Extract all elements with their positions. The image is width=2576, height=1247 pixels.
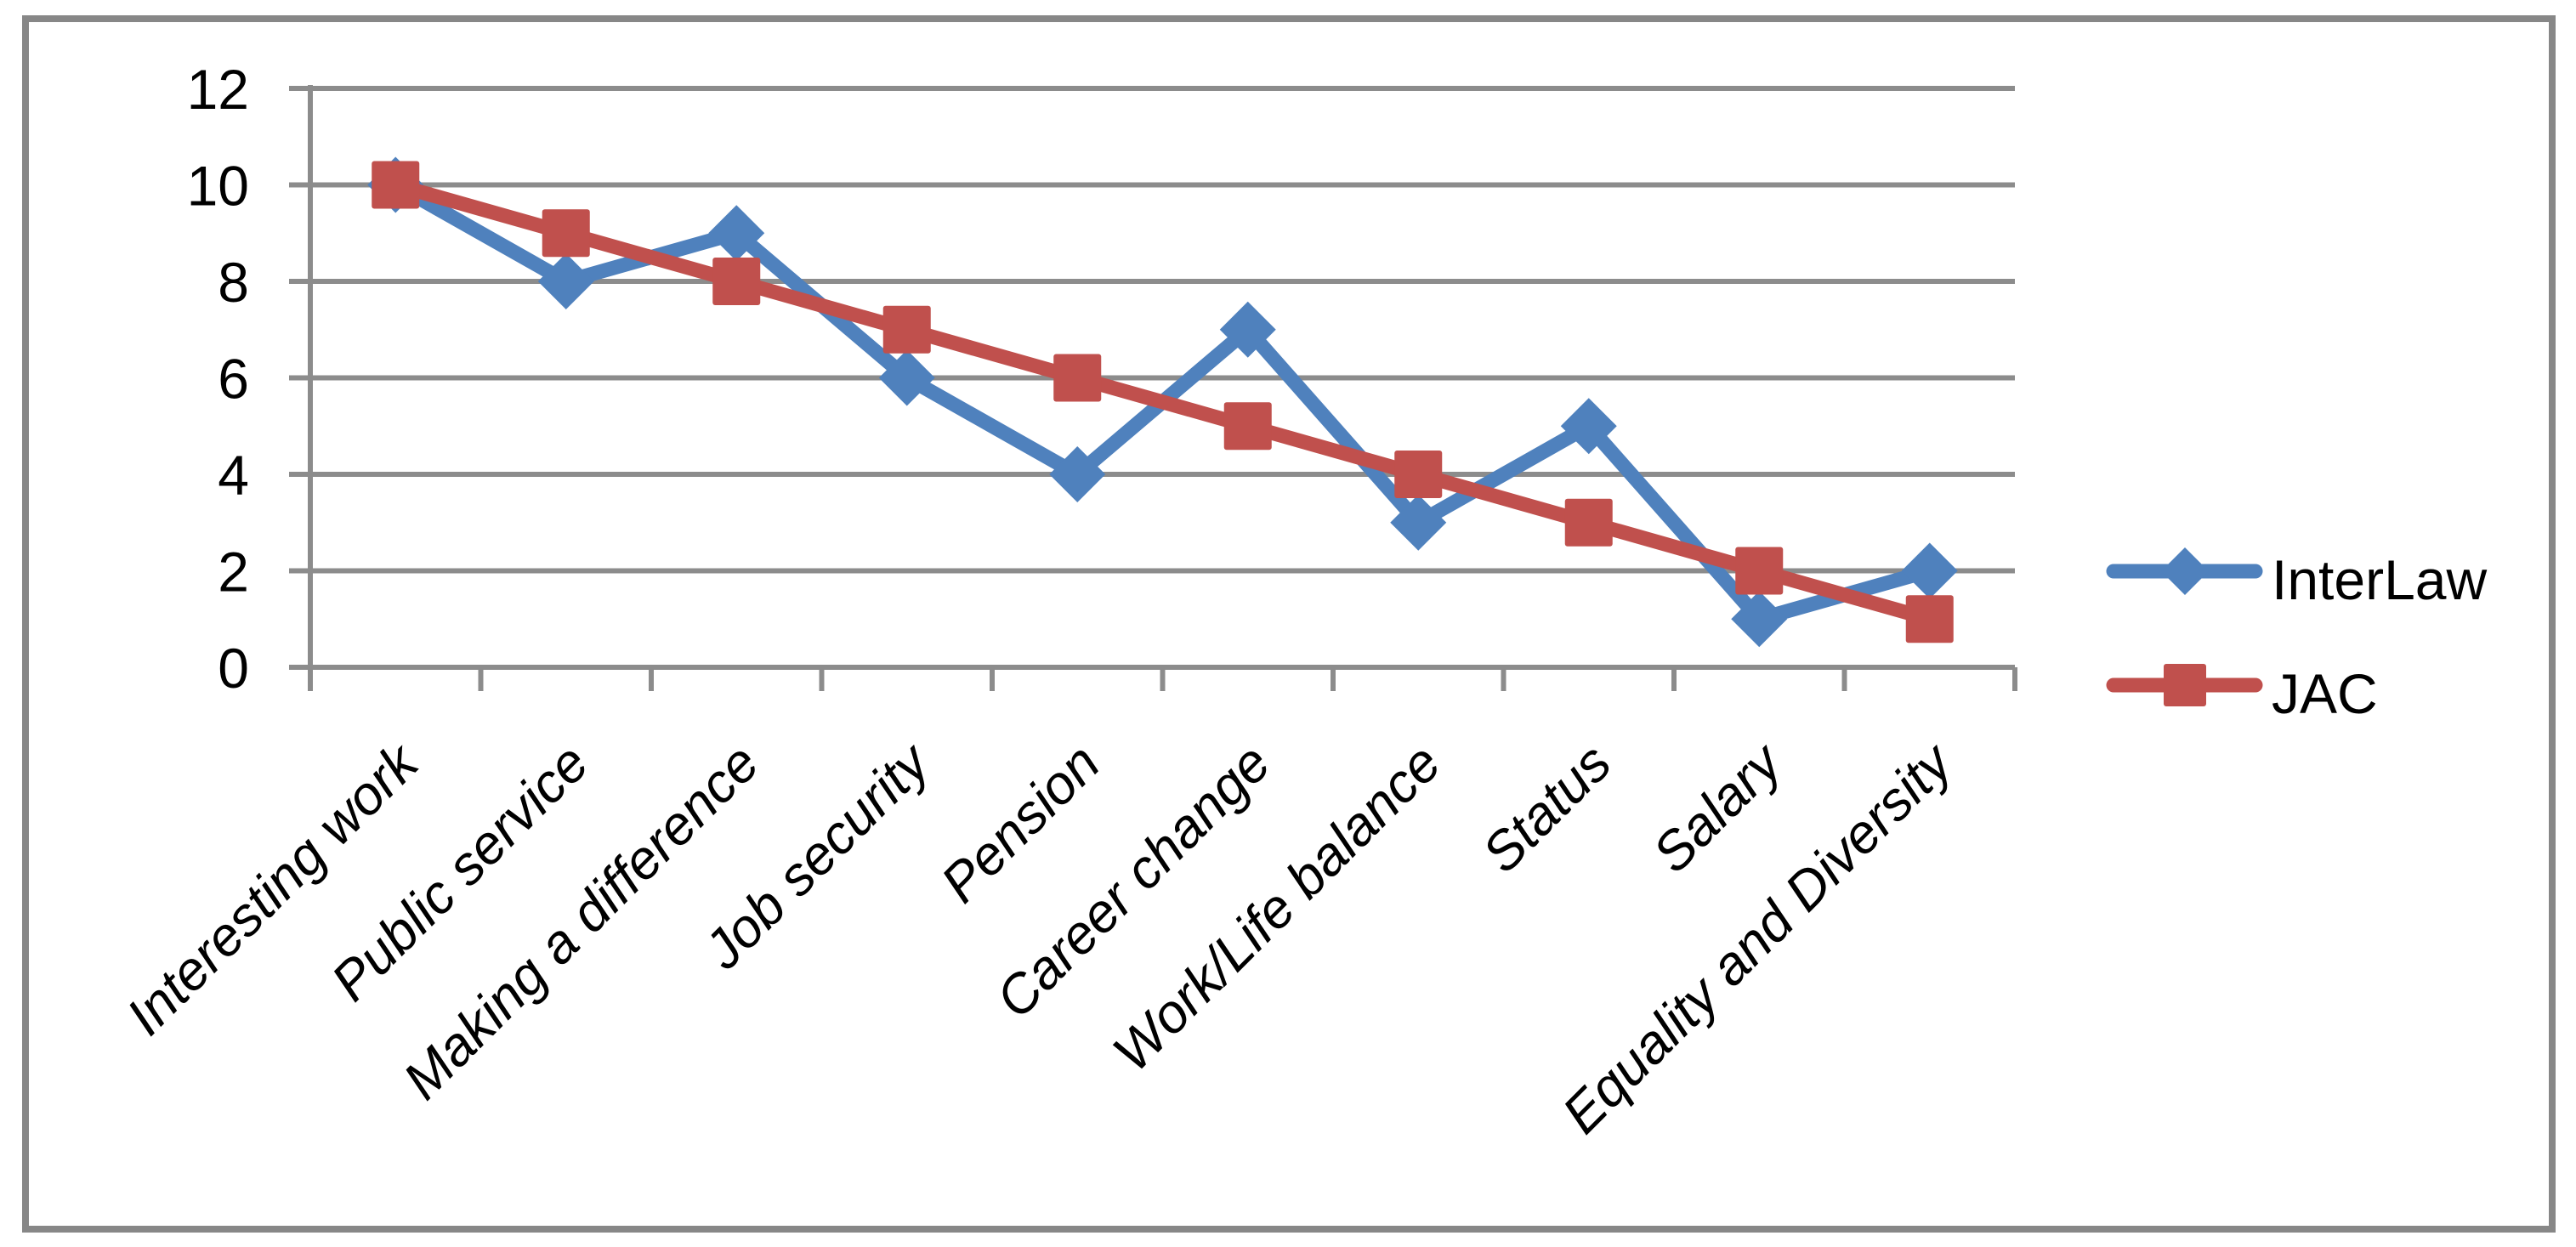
data-point-marker-jac — [542, 209, 590, 258]
data-point-marker-interlaw — [537, 253, 594, 309]
data-point-marker-jac — [712, 258, 761, 305]
y-axis-tick-label: 8 — [218, 251, 249, 314]
legend-label-jac: JAC — [2272, 662, 2378, 725]
series-line-jac — [388, 178, 1938, 626]
y-axis-tick-label: 0 — [218, 637, 249, 700]
x-axis-ticks — [308, 667, 2017, 691]
y-axis-tick-labels: 0 2 4 6 8 10 12 — [187, 58, 249, 700]
legend-marker-jac — [2164, 664, 2206, 706]
legend-marker-interlaw — [2161, 547, 2209, 595]
data-point-marker-interlaw — [1390, 494, 1447, 551]
data-point-marker-interlaw — [1731, 591, 1788, 648]
data-point-marker-interlaw — [708, 205, 765, 262]
gridlines — [289, 86, 2015, 670]
legend-item-jac: JAC — [2106, 662, 2378, 725]
legend-item-interlaw: InterLaw — [2106, 547, 2487, 611]
legend-label-interlaw: InterLaw — [2272, 548, 2487, 611]
data-point-marker-interlaw — [1901, 542, 1958, 599]
data-point-marker-jac — [1394, 451, 1443, 498]
data-point-marker-jac — [1735, 547, 1784, 595]
data-point-marker-interlaw — [1560, 398, 1617, 455]
y-axis-tick-label: 10 — [187, 155, 249, 218]
data-point-marker-interlaw — [1219, 301, 1276, 358]
y-axis-tick-label: 4 — [218, 444, 249, 507]
data-point-marker-jac — [882, 305, 931, 354]
data-point-marker-interlaw — [878, 349, 935, 406]
data-point-marker-jac — [1223, 402, 1272, 451]
y-axis-tick-label: 2 — [218, 541, 249, 604]
data-point-marker-interlaw — [1049, 446, 1106, 502]
legend: InterLaw JAC — [2106, 547, 2487, 725]
data-point-marker-jac — [372, 161, 420, 209]
series-jac — [372, 161, 1954, 643]
data-point-marker-jac — [1564, 498, 1613, 547]
data-point-marker-jac — [1905, 595, 1954, 643]
y-axis-tick-label: 6 — [218, 348, 249, 411]
y-axis-tick-label: 12 — [187, 58, 249, 121]
data-point-marker-jac — [1053, 354, 1102, 402]
